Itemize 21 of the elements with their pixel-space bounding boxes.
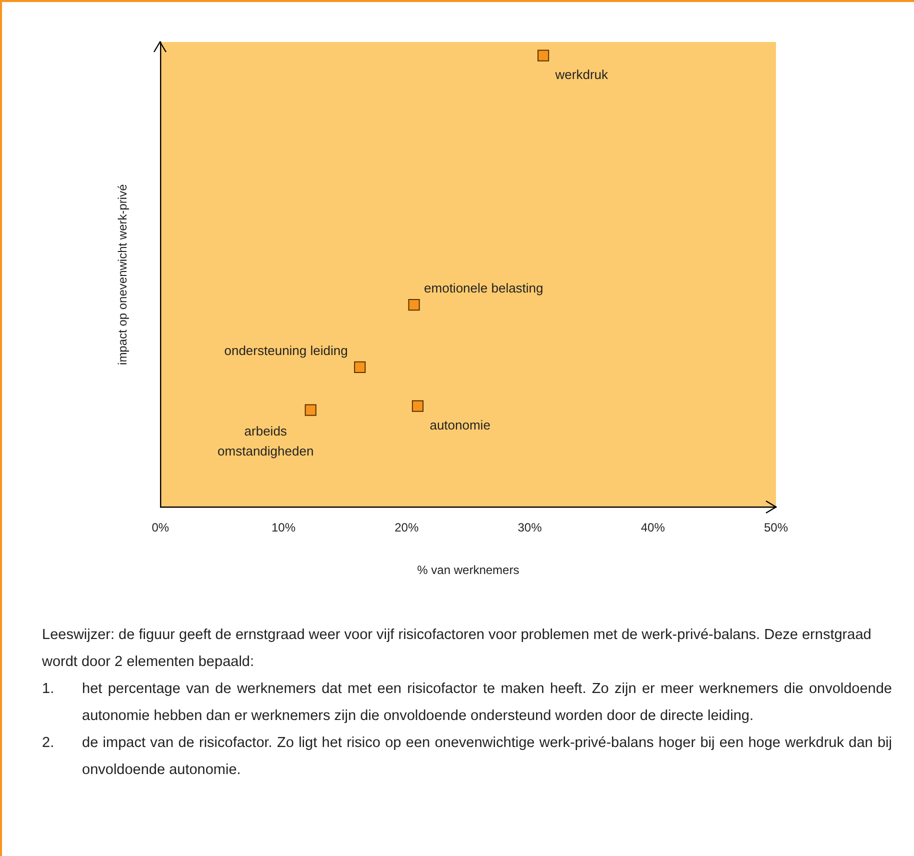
x-tick-label: 50%: [764, 520, 788, 535]
x-tick-label: 10%: [272, 520, 296, 535]
point: [408, 299, 420, 311]
y-axis-title: impact op onevenwicht werk-privé: [116, 184, 130, 365]
text: 2. de impact van de risicofactor. Zo ligt het risico op een onevenwichtige werk-privé-balans hoger bij een hoge werkdruk dan bij onvoldoende autonomie.: [42, 735, 892, 778]
point: [412, 400, 424, 412]
annotation: ondersteuning leiding: [224, 342, 348, 358]
point: [354, 361, 366, 373]
x-axis-title: % van werknemers: [417, 563, 520, 578]
x-tick-label: 20%: [394, 520, 419, 535]
x-tick-label: 30%: [518, 520, 542, 535]
annotation: emotionele belasting: [424, 280, 544, 296]
point: [304, 404, 316, 416]
annotation: werkdruk: [554, 67, 609, 82]
annotation: arbeids omstandigheden: [218, 424, 314, 459]
point: [537, 50, 550, 62]
annotation: autonomie: [430, 418, 490, 433]
x-tick-label: 0%: [152, 520, 170, 535]
text: 1. het percentage van de werknemers dat met een risicofactor te maken heeft. Zo zijn er meer werknemers die onvoldoende autonomie hebben dan er werknemers zijn die onvoldoende ondersteund worden door de directe leiding.: [42, 681, 892, 724]
text: Leeswijzer: de figuur geeft de ernstgraad weer voor vijf risicofactoren voor problemen met de werk-privé-balans. Deze ernstgraad wordt door 2 elementen bepaald:: [42, 626, 872, 672]
x-tick-label: 40%: [640, 520, 666, 535]
